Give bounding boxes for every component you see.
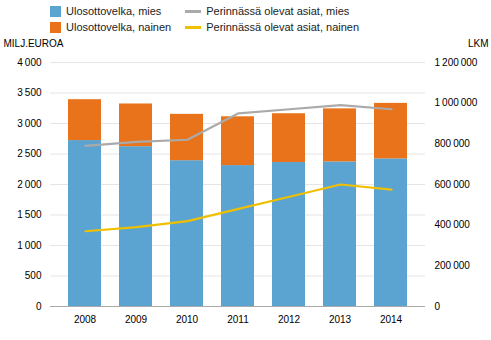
svg-text:1 000 000: 1 000 000 — [435, 97, 478, 108]
svg-text:2011: 2011 — [227, 314, 249, 325]
svg-text:1 200 000: 1 200 000 — [435, 57, 478, 68]
svg-text:2013: 2013 — [329, 314, 352, 325]
svg-text:800 000: 800 000 — [435, 138, 471, 149]
svg-text:4 000: 4 000 — [17, 57, 42, 68]
svg-text:MILJ.EUROA: MILJ.EUROA — [4, 38, 64, 49]
svg-text:0: 0 — [435, 301, 441, 312]
svg-text:2009: 2009 — [125, 314, 148, 325]
svg-text:3 500: 3 500 — [17, 87, 42, 98]
svg-text:2014: 2014 — [380, 314, 403, 325]
html-text:Perinnässä olevat asiat, naine: Perinnässä olevat asiat, nainen — [206, 21, 360, 33]
svg-text:200 000: 200 000 — [435, 260, 471, 271]
svg-text:0: 0 — [36, 301, 42, 312]
svg-text:2 500: 2 500 — [17, 148, 42, 159]
svg-text:600 000: 600 000 — [435, 179, 471, 190]
svg-text:1 500: 1 500 — [17, 209, 42, 220]
html-text:Ulosottovelka, mies: Ulosottovelka, mies — [66, 5, 162, 17]
svg-text:3 000: 3 000 — [17, 118, 42, 129]
svg-text:400 000: 400 000 — [435, 219, 471, 230]
svg-text:2 000: 2 000 — [17, 179, 42, 190]
html-text:Ulosottovelka, nainen: Ulosottovelka, nainen — [66, 21, 172, 33]
html-text:Perinnässä olevat asiat, mies: Perinnässä olevat asiat, mies — [206, 5, 350, 17]
svg-text:LKM: LKM — [468, 38, 489, 49]
svg-text:500: 500 — [25, 270, 42, 281]
svg-text:2008: 2008 — [74, 314, 97, 325]
svg-text:2010: 2010 — [176, 314, 199, 325]
svg-text:2012: 2012 — [278, 314, 301, 325]
svg-text:1 000: 1 000 — [17, 240, 42, 251]
